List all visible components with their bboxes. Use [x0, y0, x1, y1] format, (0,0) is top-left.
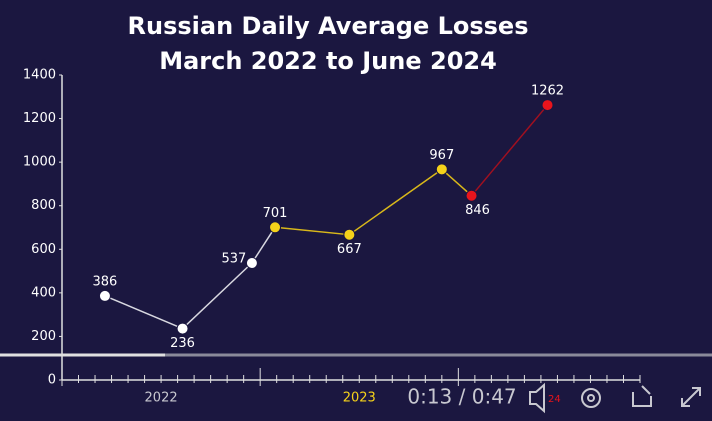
x-tick-label: 2023: [343, 391, 376, 406]
chart-title: Russian Daily Average Losses: [128, 12, 529, 40]
value-label: 537: [222, 252, 247, 267]
y-tick-label: 600: [31, 242, 56, 257]
value-label: 386: [93, 274, 118, 289]
value-label: 967: [429, 148, 454, 163]
data-point: [465, 189, 478, 202]
badge: 24: [548, 394, 561, 405]
y-tick-label: 400: [31, 285, 56, 300]
chart-subtitle: March 2022 to June 2024: [159, 47, 497, 75]
y-tick-label: 800: [31, 198, 56, 213]
plot: 0 200 400 600 800 1000 1200 1400 2022 2023 386 236 5…: [23, 68, 641, 406]
y-tick-label: 1000: [23, 155, 56, 170]
x-tick-label: 2022: [145, 391, 178, 406]
miniplayer-button[interactable]: [632, 385, 652, 407]
line-segment: [182, 262, 253, 330]
y-tick-label: 200: [31, 329, 56, 344]
data-point: [98, 289, 111, 302]
settings-button[interactable]: [581, 388, 601, 408]
data-point: [343, 228, 356, 241]
fullscreen-button[interactable]: [681, 387, 701, 407]
y-tick-label: 1400: [23, 68, 56, 83]
value-label: 1262: [531, 84, 564, 99]
value-label: 701: [263, 206, 288, 221]
line-segment: [251, 226, 276, 264]
data-point: [541, 99, 554, 112]
y-tick-label: 0: [48, 373, 56, 388]
data-point: [435, 163, 448, 176]
line-segment: [274, 226, 350, 236]
mute-button[interactable]: [529, 382, 545, 414]
value-label: 846: [465, 203, 490, 218]
line-segment: [441, 168, 473, 197]
data-point: [245, 257, 258, 270]
time-display: 0:13 / 0:47: [407, 385, 516, 409]
line-segment: [348, 168, 443, 236]
value-label: 667: [337, 242, 362, 257]
line-segment: [470, 104, 549, 197]
line-segment: [104, 295, 183, 330]
data-point: [176, 322, 189, 335]
value-label: 236: [170, 336, 195, 351]
data-point: [269, 221, 282, 234]
y-tick-label: 1200: [23, 111, 56, 126]
